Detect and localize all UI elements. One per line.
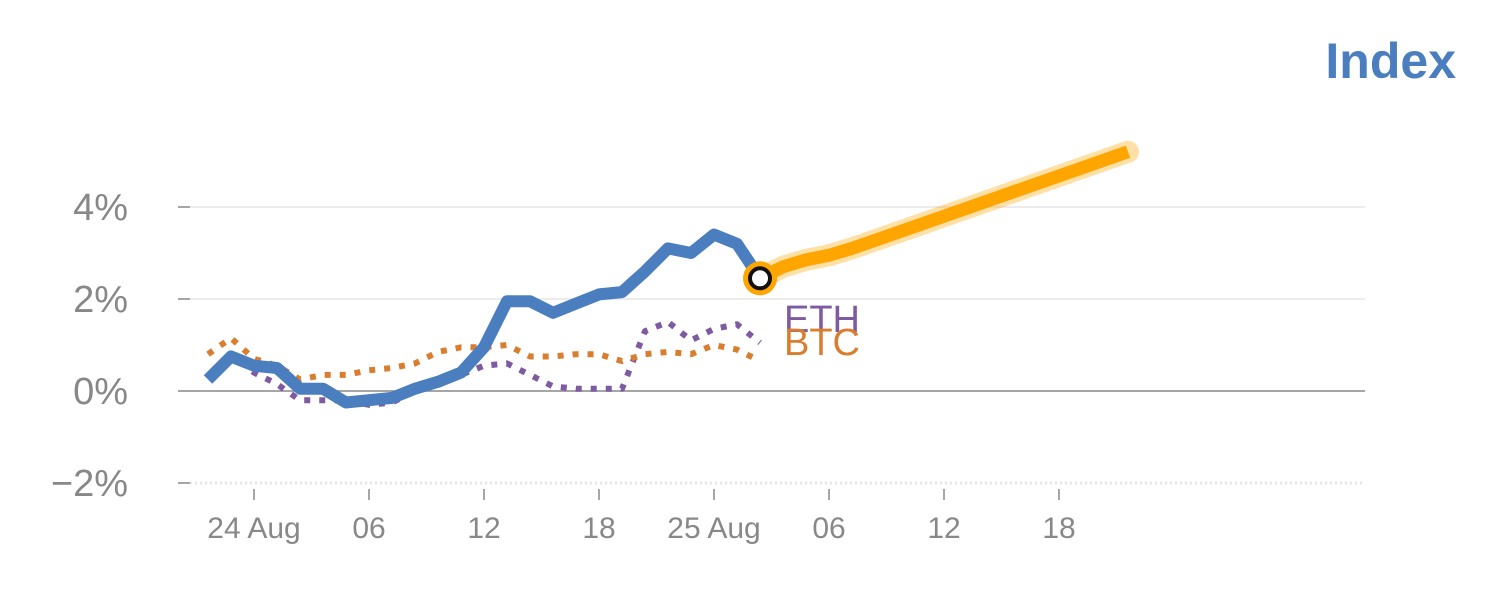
x-tick-label: 18 <box>582 512 615 545</box>
series-label-btc: BTC <box>784 322 860 364</box>
chart-title: Index <box>1325 33 1456 89</box>
x-tick-label: 18 <box>1042 512 1075 545</box>
y-tick-label: −2% <box>51 463 128 505</box>
x-tick-label: 24 Aug <box>207 512 300 545</box>
x-tick-label: 06 <box>352 512 385 545</box>
x-tick-label: 12 <box>467 512 500 545</box>
x-tick-label: 06 <box>812 512 845 545</box>
y-tick-label: 0% <box>73 371 128 413</box>
series-btc-line <box>206 335 762 383</box>
series-index-line <box>203 228 765 409</box>
y-tick-label: 4% <box>73 187 128 229</box>
y-tick-label: 2% <box>73 279 128 321</box>
series-label-eth: ETH <box>784 299 860 341</box>
x-tick-label: 25 Aug <box>667 512 760 545</box>
forecast-line <box>757 145 1131 285</box>
x-tick-label: 12 <box>927 512 960 545</box>
current-marker <box>748 266 772 291</box>
